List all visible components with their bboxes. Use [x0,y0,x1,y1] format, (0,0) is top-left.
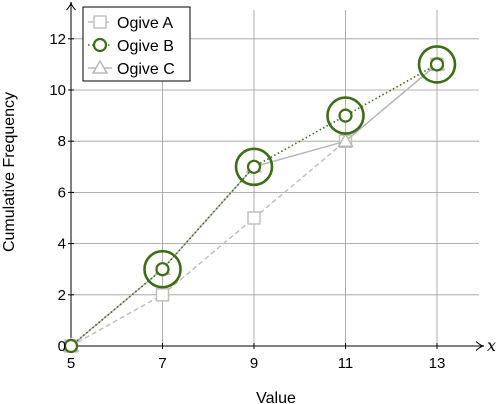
highlight-ring [326,96,365,135]
y-tick-label: 2 [58,287,66,304]
legend: Ogive A Ogive B Ogive C [82,6,191,82]
x-axis-title: Value [256,390,296,404]
x-tick-label: 5 [67,355,75,372]
y-tick-label: 6 [58,184,66,201]
x-axis-variable: x [487,336,496,355]
axes [66,1,485,351]
x-tick-label: 11 [338,355,354,372]
data-point [155,288,170,302]
y-tick-label: 8 [58,133,66,150]
y-tick-label: 10 [49,82,66,99]
series-ogive-b [63,57,445,354]
y-tick-label: 0 [58,338,66,355]
legend-marker [93,15,107,29]
data-point [246,159,262,174]
legend-marker [92,37,108,53]
highlight-ring [143,249,182,289]
tick-labels: 5 7 9 11 13 0 2 4 6 8 10 12 [49,31,445,372]
legend-item: Ogive B [88,37,174,55]
data-point [429,57,445,72]
x-tick-label: 9 [250,355,258,372]
data-point [155,262,170,277]
y-axis-arrow [66,1,76,11]
legend-label: Ogive B [117,38,174,55]
legend-item: Ogive C [88,59,175,78]
legend-marker [91,59,109,74]
x-tick-label: 7 [158,355,166,372]
data-point [63,338,79,354]
series-layer [62,45,457,354]
x-tick-label: 13 [429,355,446,372]
data-point [338,108,353,123]
legend-label: Ogive A [117,15,173,32]
highlight-ring [417,45,457,84]
y-axis-title: Cumulative Frequency [1,92,18,252]
data-point [247,211,261,225]
legend-item: Ogive A [88,15,173,32]
data-point [337,132,354,147]
y-tick-label: 4 [58,236,66,253]
x-axis-arrow [475,341,485,351]
legend-label: Ogive C [117,61,175,78]
highlight-ring [234,147,274,187]
y-tick-label: 12 [49,31,66,48]
